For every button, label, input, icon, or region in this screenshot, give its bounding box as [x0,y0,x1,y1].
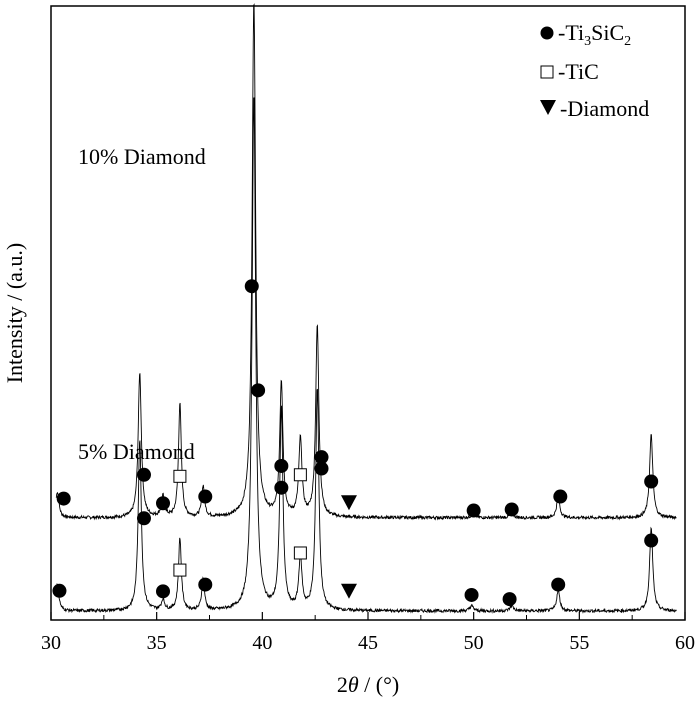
marker-circle-s1-10 [464,587,479,602]
x-tick-label-40: 40 [252,632,272,654]
x-ticks-group: 30 35 40 45 50 55 60 [41,612,695,654]
series-label-5: 5% Diamond [78,439,195,464]
marker-circle-s0-10 [466,503,481,518]
legend-ti3sic2-marker [540,26,554,40]
marker-circle-s1-8 [314,461,329,476]
legend-tic-marker [540,65,554,79]
x-tick-label-30: 30 [41,632,61,654]
marker-circle-s0-0 [56,491,71,506]
marker-square-s0-3 [173,469,187,483]
series-trace-0 [55,3,677,521]
series-label-10: 10% Diamond [78,144,206,169]
marker-circle-s1-11 [502,592,517,607]
marker-circle-s0-12 [553,489,568,504]
marker-circle-s1-0 [52,583,67,598]
x-axis-title: 2θ / (°) [337,672,399,697]
marker-square-s0-7 [293,468,307,482]
marker-circle-s0-6 [274,458,289,473]
y-axis-title: Intensity / (a.u.) [2,243,27,384]
marker-circle-s1-12 [551,577,566,592]
phase-markers-group [52,279,659,607]
x-tick-label-45: 45 [358,632,378,654]
x-tick-label-55: 55 [569,632,589,654]
marker-triangle-s1-9 [340,583,357,599]
marker-circle-s1-1 [136,511,151,526]
marker-square-s1-3 [173,563,187,577]
marker-square-s1-7 [293,546,307,560]
marker-circle-s0-8 [314,450,329,465]
traces-group [55,3,677,614]
marker-circle-s0-5 [251,383,266,398]
marker-circle-s1-5 [244,279,259,294]
legend: -Ti3SiC2 -TiC -Diamond [540,20,649,121]
legend-diamond-marker [540,100,556,115]
x-tick-label-60: 60 [675,632,695,654]
marker-circle-s0-2 [156,496,171,511]
marker-circle-s0-1 [136,467,151,482]
marker-triangle-s0-9 [340,495,357,511]
marker-circle-s1-4 [198,577,213,592]
marker-circle-s1-13 [644,533,659,548]
x-tick-label-35: 35 [147,632,167,654]
marker-circle-s0-13 [644,474,659,489]
legend-diamond-label: -Diamond [560,96,649,121]
series-trace-1 [55,97,677,614]
marker-circle-s1-2 [156,584,171,599]
legend-ti3sic2-label: -Ti3SiC2 [558,20,631,49]
x-tick-label-50: 50 [464,632,484,654]
marker-circle-s1-6 [274,480,289,495]
marker-circle-s0-11 [504,502,519,517]
legend-tic-label: -TiC [558,59,599,84]
marker-circle-s0-4 [198,489,213,504]
